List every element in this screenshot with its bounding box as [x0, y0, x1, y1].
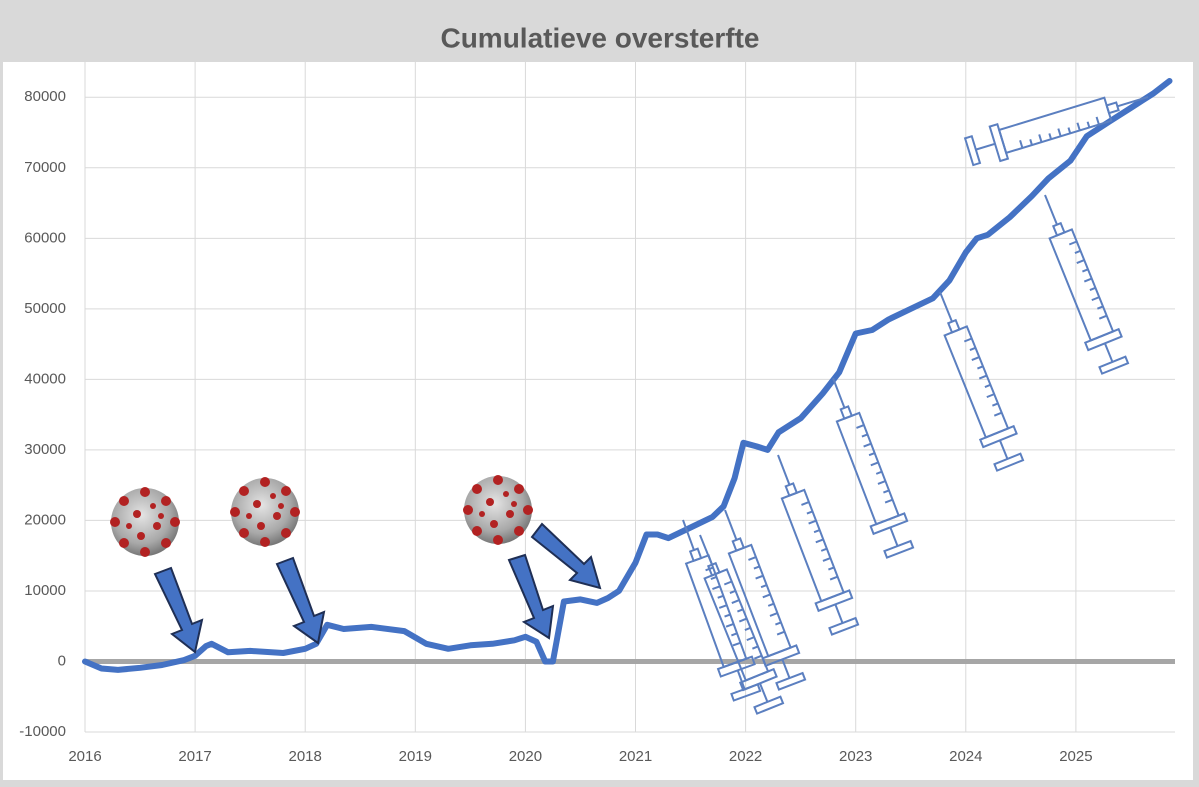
- x-tick-label: 2025: [1059, 748, 1092, 765]
- series: [82, 78, 1173, 673]
- y-tick-label: 20000: [24, 511, 66, 528]
- y-tick-label: 70000: [24, 159, 66, 176]
- y-tick-label: -10000: [19, 723, 66, 740]
- x-tick-label: 2024: [949, 748, 982, 765]
- y-tick-label: 40000: [24, 370, 66, 387]
- x-tick-label: 2021: [619, 748, 652, 765]
- chart-title: Cumulatieve oversterfte: [440, 22, 759, 53]
- x-tick-label: 2022: [729, 748, 762, 765]
- ticks: -10000 0 10000 20000 30000 40000 50000 60000 700…: [19, 88, 1092, 765]
- y-tick-label: 80000: [24, 88, 66, 105]
- x-tick-label: 2016: [68, 748, 101, 765]
- data-line: [82, 78, 1173, 673]
- decorations: [110, 78, 1155, 717]
- x-tick-label: 2023: [839, 748, 872, 765]
- y-tick-label: 30000: [24, 441, 66, 458]
- y-tick-label: 60000: [24, 229, 66, 246]
- x-tick-label: 2017: [178, 748, 211, 765]
- y-tick-label: 50000: [24, 300, 66, 317]
- x-tick-label: 2018: [289, 748, 322, 765]
- y-tick-label: 0: [58, 652, 66, 669]
- plot-area: [3, 62, 1193, 780]
- grid: [84, 62, 1175, 733]
- x-tick-label: 2019: [399, 748, 432, 765]
- x-tick-label: 2020: [509, 748, 542, 765]
- y-tick-label: 10000: [24, 582, 66, 599]
